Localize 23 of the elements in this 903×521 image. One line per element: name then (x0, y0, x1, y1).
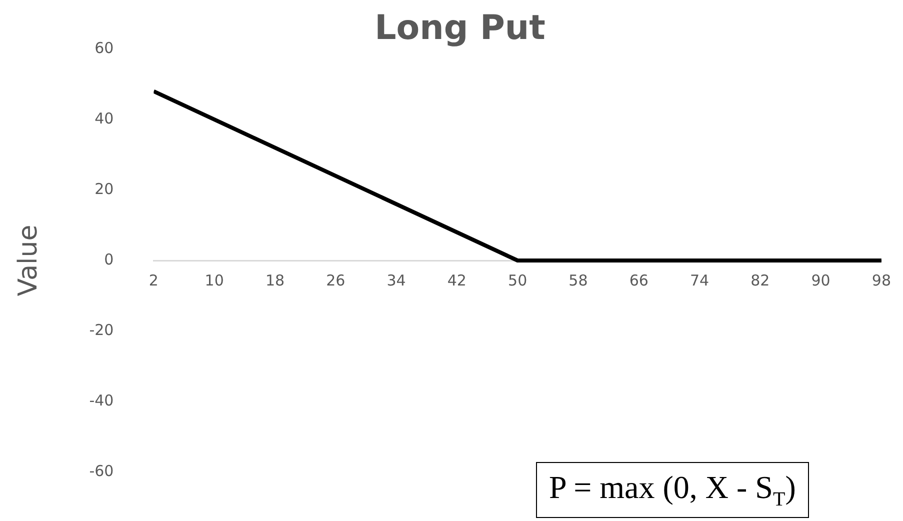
x-tick-label: 18 (265, 271, 285, 290)
x-tick-label: 90 (811, 271, 830, 290)
y-tick-label: 20 (94, 180, 114, 198)
y-tick-label: -60 (89, 462, 114, 480)
y-tick-label: 40 (94, 109, 114, 128)
y-tick-label: -40 (89, 391, 114, 410)
x-tick-label: 98 (872, 271, 892, 290)
x-tick-label: 2 (148, 271, 158, 290)
y-axis-title: Value (13, 224, 44, 296)
annotation: P = max (0, X - S$_{T}$) (536, 462, 809, 518)
chart-title: Long Put (374, 8, 546, 48)
y-tick-label: 0 (104, 250, 114, 268)
x-tick-label: 50 (508, 271, 528, 290)
x-tick-label: 66 (629, 271, 648, 290)
x-tick-label: 34 (386, 271, 406, 290)
x-tick-label: 26 (326, 271, 346, 290)
x-tick-label: 82 (750, 271, 770, 290)
x-tick-label: 74 (690, 271, 710, 290)
y-tick-label: -20 (89, 320, 114, 339)
x-tick-label: 58 (568, 271, 588, 290)
y-tick-label: 60 (94, 38, 114, 57)
x-tick-label: 42 (447, 271, 466, 290)
x-tick-label: 10 (204, 271, 224, 290)
